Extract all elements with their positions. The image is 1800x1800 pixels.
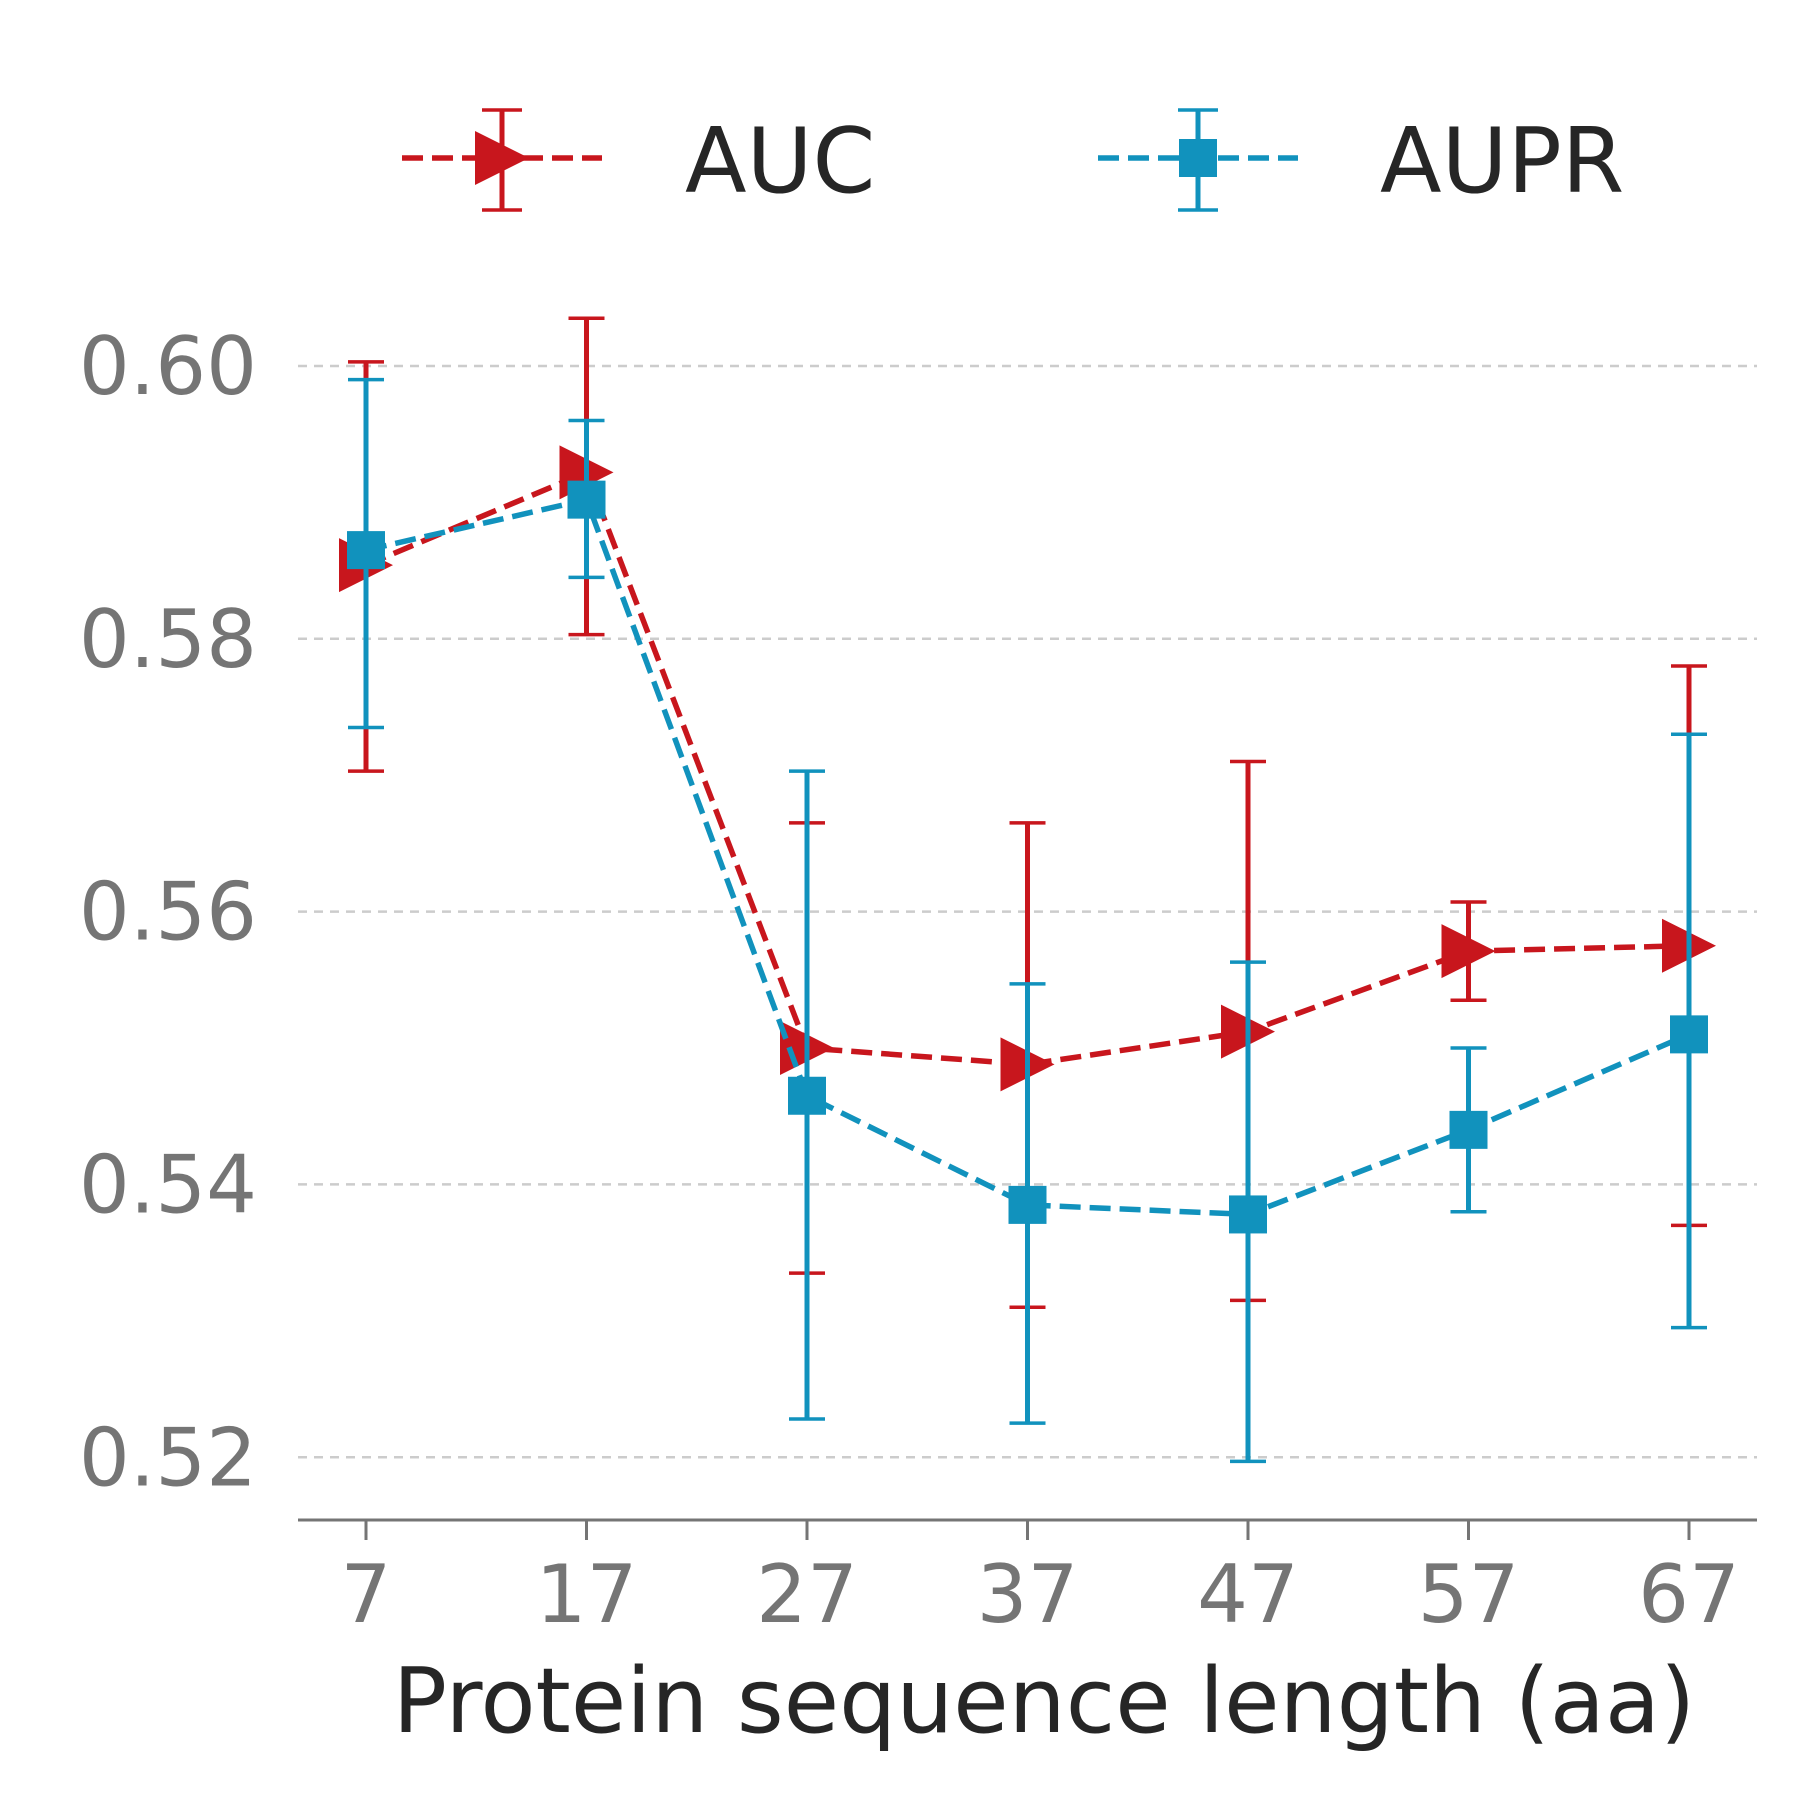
y-tick-label: 0.60 bbox=[79, 320, 257, 413]
y-axis-tick-labels: 0.52 0.54 0.56 0.58 0.60 bbox=[79, 320, 257, 1504]
data-point bbox=[1449, 1110, 1488, 1149]
data-point bbox=[1441, 924, 1496, 979]
y-tick-label: 0.56 bbox=[79, 866, 257, 959]
legend-marker bbox=[1179, 139, 1217, 177]
data-point bbox=[567, 480, 606, 519]
x-axis-title: Protein sequence length (aa) bbox=[393, 1649, 1695, 1754]
x-tick-label: 67 bbox=[1638, 1548, 1740, 1641]
legend-marker bbox=[475, 131, 529, 185]
x-tick-label: 47 bbox=[1197, 1548, 1299, 1641]
legend-label: AUC bbox=[685, 109, 875, 214]
data-point bbox=[1670, 1015, 1708, 1054]
x-tick-label: 27 bbox=[756, 1548, 858, 1641]
y-tick-label: 0.54 bbox=[79, 1138, 257, 1231]
data-point bbox=[788, 1076, 826, 1115]
x-tick-label: 7 bbox=[341, 1548, 392, 1641]
x-axis: 7 17 27 37 47 57 67 bbox=[298, 1518, 1757, 1641]
data-point bbox=[1229, 1195, 1267, 1234]
x-tick-label: 17 bbox=[536, 1548, 638, 1641]
data-point bbox=[347, 531, 385, 570]
y-tick-label: 0.52 bbox=[79, 1411, 257, 1504]
x-tick-label: 57 bbox=[1418, 1548, 1520, 1641]
x-tick-label: 37 bbox=[977, 1548, 1079, 1641]
series-aupr bbox=[347, 377, 1708, 1464]
legend: AUC AUPR bbox=[402, 108, 1624, 214]
grid-lines bbox=[298, 364, 1757, 1459]
legend-label: AUPR bbox=[1380, 109, 1624, 214]
legend-item-aupr: AUPR bbox=[1098, 108, 1624, 214]
data-point bbox=[1008, 1185, 1047, 1224]
plot-area bbox=[339, 316, 1716, 1464]
y-tick-label: 0.58 bbox=[79, 593, 257, 686]
legend-item-auc: AUC bbox=[402, 108, 875, 214]
